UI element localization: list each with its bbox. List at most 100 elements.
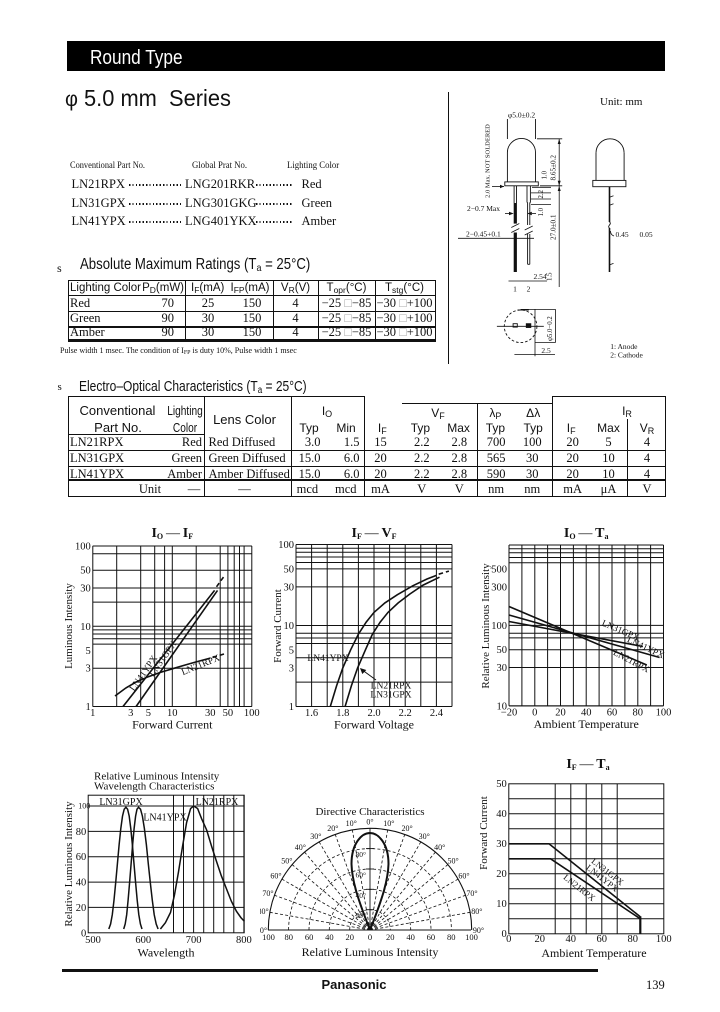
svg-text:60: 60 [607,707,618,718]
svg-text:80°: 80° [356,850,367,859]
svg-text:3: 3 [128,708,133,719]
svg-text:IF — Ta: IF — Ta [566,757,609,772]
svg-text:1.0: 1.0 [542,170,549,179]
svg-text:Forward Current: Forward Current [132,718,213,732]
svg-text:−20: −20 [501,707,517,718]
svg-text:5: 5 [289,645,294,656]
svg-text:φ5.0±0.2: φ5.0±0.2 [508,111,535,120]
svg-text:700: 700 [186,935,202,946]
svg-text:100: 100 [78,802,90,811]
svg-text:800: 800 [236,935,252,946]
svg-text:80: 80 [76,827,87,838]
svg-text:20°: 20° [401,824,412,833]
svg-text:10: 10 [80,622,91,633]
svg-text:LN21RPX: LN21RPX [180,653,222,678]
svg-text:90°: 90° [473,926,484,935]
svg-text:50: 50 [497,645,508,656]
svg-text:1.5: 1.5 [547,272,554,281]
svg-text:80: 80 [628,934,639,945]
svg-text:30: 30 [80,584,91,595]
svg-text:10: 10 [284,621,295,632]
svg-text:80: 80 [633,707,644,718]
svg-text:3: 3 [289,663,294,674]
svg-text:30: 30 [284,582,295,593]
svg-text:100: 100 [491,621,507,632]
svg-text:1.6: 1.6 [305,708,318,719]
svg-text:20: 20 [386,932,395,942]
svg-text:20: 20 [76,903,87,914]
svg-text:0: 0 [532,707,537,718]
svg-text:60: 60 [597,934,608,945]
svg-text:60°: 60° [356,871,367,880]
svg-text:Relative Luminous Intensity: Relative Luminous Intensity [480,563,492,689]
svg-text:80°: 80° [260,907,269,916]
svg-text:80: 80 [285,932,294,942]
svg-text:Unit: mm: Unit: mm [600,96,643,108]
svg-text:80: 80 [447,932,456,942]
svg-text:100: 100 [465,932,478,942]
svg-text:20: 20 [345,932,354,942]
svg-text:2−0.7 Max: 2−0.7 Max [467,204,500,213]
svg-text:Forward Current: Forward Current [272,589,284,663]
svg-text:40: 40 [566,934,577,945]
svg-text:Wavelength: Wavelength [137,945,194,959]
svg-text:0: 0 [502,929,507,940]
svg-text:2.4: 2.4 [430,708,444,719]
svg-text:1: 1 [90,708,95,719]
svg-text:Forward Current: Forward Current [480,796,490,870]
svg-text:5: 5 [86,646,91,657]
svg-text:10°: 10° [346,819,357,828]
svg-text:LN41YPX: LN41YPX [143,813,187,824]
svg-text:80°: 80° [471,907,482,916]
svg-text:8.65±0.2: 8.65±0.2 [550,155,558,181]
svg-text:40°: 40° [434,843,445,852]
svg-text:1: 1 [86,702,91,713]
svg-text:60°: 60° [458,872,469,881]
svg-text:60: 60 [305,932,314,942]
svg-text:30°: 30° [419,832,430,841]
svg-text:LN31GPX: LN31GPX [99,797,143,808]
svg-text:27.0±0.1: 27.0±0.1 [550,214,558,240]
svg-text:2−0.45+0.1: 2−0.45+0.1 [466,229,501,238]
svg-text:LN21RPX: LN21RPX [196,797,240,808]
svg-text:Relative Luminous Intensity: Relative Luminous Intensity [94,771,220,783]
svg-text:IO — IF: IO — IF [151,526,193,541]
svg-text:2.0: 2.0 [367,708,380,719]
svg-text:10: 10 [497,701,508,712]
svg-text:70°: 70° [466,889,477,898]
svg-text:100: 100 [278,540,294,551]
svg-text:500: 500 [491,565,507,576]
svg-text:2: 2 [527,285,531,294]
svg-text:40: 40 [581,707,592,718]
svg-text:20: 20 [535,934,546,945]
svg-text:3: 3 [86,664,91,675]
svg-text:50: 50 [284,564,295,575]
svg-text:50°: 50° [447,856,458,865]
svg-text:2: Cathode: 2: Cathode [610,351,643,360]
svg-text:Ambient Temperature: Ambient Temperature [534,717,639,731]
svg-text:5: 5 [146,708,151,719]
svg-text:40: 40 [406,932,415,942]
svg-text:0°: 0° [366,818,373,827]
svg-text:1: 1 [513,285,517,294]
svg-text:LN31GPX: LN31GPX [370,691,411,701]
svg-text:30: 30 [497,663,508,674]
svg-text:500: 500 [85,935,101,946]
svg-text:40°: 40° [356,891,367,900]
svg-text:20: 20 [555,707,566,718]
svg-text:300: 300 [491,583,507,594]
svg-text:60: 60 [427,932,436,942]
svg-text:100: 100 [262,932,275,942]
svg-text:50: 50 [80,566,91,577]
svg-text:1: 1 [289,702,294,713]
svg-text:1.0: 1.0 [538,207,545,216]
svg-text:Luminous Intensity: Luminous Intensity [63,583,75,669]
svg-text:60°: 60° [270,872,281,881]
svg-text:50°: 50° [281,856,292,865]
svg-text:100: 100 [75,542,91,553]
svg-text:100: 100 [244,708,260,719]
svg-text:2.2: 2.2 [399,708,412,719]
svg-text:1.8: 1.8 [336,708,349,719]
svg-text:40: 40 [496,809,507,820]
svg-text:70°: 70° [262,889,273,898]
